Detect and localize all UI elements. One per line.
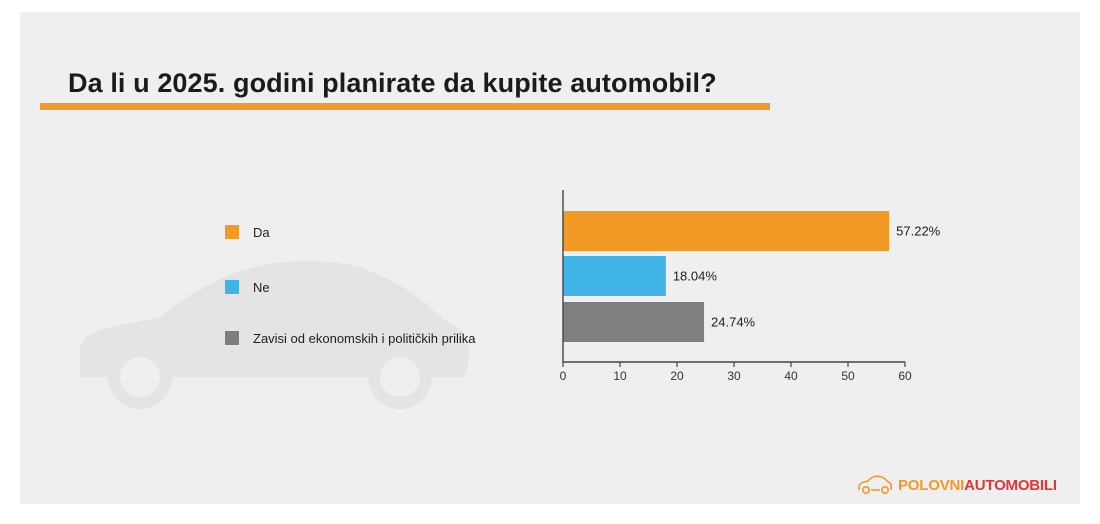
legend-item-da: Da (225, 222, 270, 242)
legend-label-ne: Ne (253, 279, 270, 295)
legend-swatch-zavisi (225, 331, 239, 345)
logo-text-polovni: POLOVNI (898, 476, 965, 494)
value-label-ne: 18.04% (673, 269, 718, 284)
bar-ne (563, 256, 666, 296)
chart-card: Da li u 2025. godini planirate da kupite… (20, 12, 1080, 504)
x-tick-label: 30 (727, 369, 741, 383)
x-tick-label: 40 (784, 369, 798, 383)
x-tick-label: 0 (560, 369, 567, 383)
legend-item-ne: Ne (225, 277, 270, 297)
x-tick-label: 50 (841, 369, 855, 383)
x-tick-label: 10 (613, 369, 627, 383)
polovniautomobili-logo: POLOVNI AUTOMOBILI (856, 474, 1057, 496)
bar-chart: 57.22% 18.04% 24.74% 0 10 20 30 40 50 60 (560, 190, 941, 383)
legend-swatch-ne (225, 280, 239, 294)
bar-zavisi (563, 302, 705, 342)
car-silhouette-icon (80, 260, 469, 409)
legend-label-da: Da (253, 224, 270, 240)
chart-title: Da li u 2025. godini planirate da kupite… (68, 68, 717, 98)
legend-swatch-da (225, 225, 239, 239)
x-tick-label: 20 (670, 369, 684, 383)
legend-label-zavisi: Zavisi od ekonomskih i političkih prilik… (253, 330, 476, 346)
value-label-zavisi: 24.74% (711, 315, 756, 330)
x-tick-label: 60 (898, 369, 912, 383)
logo-text-automobili: AUTOMOBILI (964, 476, 1057, 494)
bar-da (563, 211, 890, 251)
value-label-da: 57.22% (896, 224, 941, 239)
legend-item-zavisi: Zavisi od ekonomskih i političkih prilik… (225, 328, 476, 348)
title-underline (40, 103, 770, 110)
car-outline-icon (858, 475, 893, 495)
